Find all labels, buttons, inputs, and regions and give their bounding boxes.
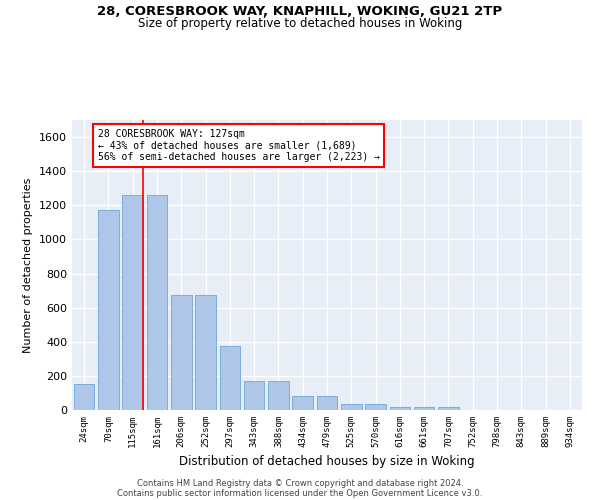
Bar — [268, 381, 289, 410]
Bar — [74, 384, 94, 410]
Text: Contains HM Land Registry data © Crown copyright and database right 2024.: Contains HM Land Registry data © Crown c… — [137, 478, 463, 488]
Bar — [146, 195, 167, 410]
Bar — [292, 396, 313, 410]
Text: Contains public sector information licensed under the Open Government Licence v3: Contains public sector information licen… — [118, 488, 482, 498]
Bar — [122, 195, 143, 410]
Bar — [438, 408, 459, 410]
Bar — [244, 381, 265, 410]
Y-axis label: Number of detached properties: Number of detached properties — [23, 178, 34, 352]
Bar — [220, 346, 240, 410]
Bar — [195, 295, 216, 410]
Bar — [414, 406, 434, 410]
Bar — [98, 210, 119, 410]
Text: 28, CORESBROOK WAY, KNAPHILL, WOKING, GU21 2TP: 28, CORESBROOK WAY, KNAPHILL, WOKING, GU… — [97, 5, 503, 18]
Text: Size of property relative to detached houses in Woking: Size of property relative to detached ho… — [138, 18, 462, 30]
Bar — [317, 396, 337, 410]
Bar — [365, 404, 386, 410]
Bar — [389, 406, 410, 410]
Bar — [341, 404, 362, 410]
Bar — [171, 295, 191, 410]
Text: 28 CORESBROOK WAY: 127sqm
← 43% of detached houses are smaller (1,689)
56% of se: 28 CORESBROOK WAY: 127sqm ← 43% of detac… — [97, 128, 380, 162]
X-axis label: Distribution of detached houses by size in Woking: Distribution of detached houses by size … — [179, 456, 475, 468]
